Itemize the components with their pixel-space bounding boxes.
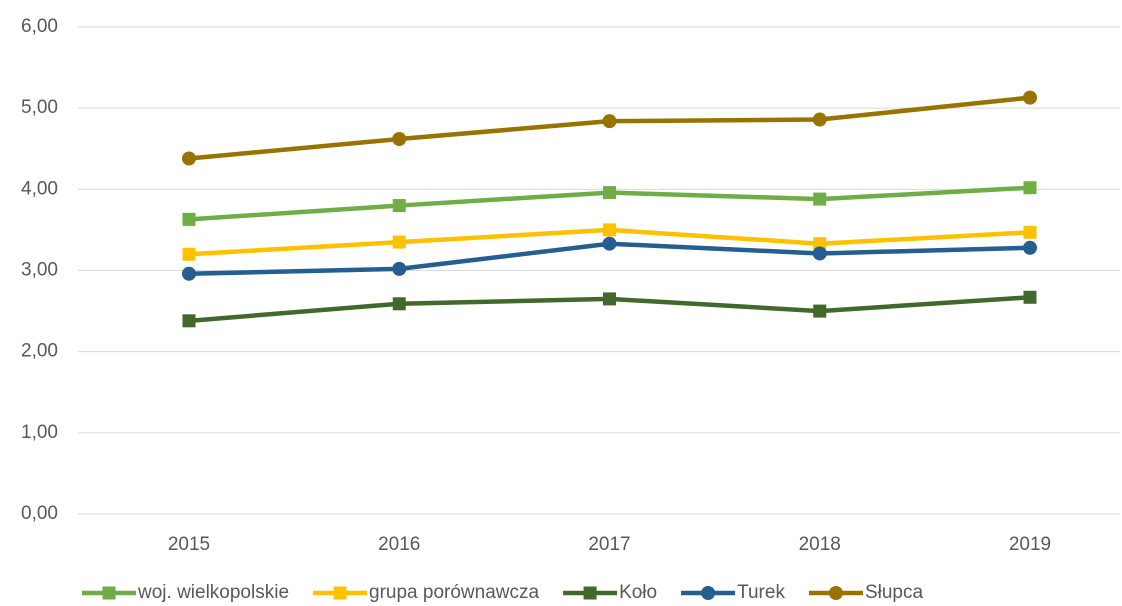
data-point (813, 237, 827, 251)
x-tick-label: 2017 (588, 534, 630, 555)
data-point (603, 223, 616, 237)
data-point (392, 261, 407, 276)
x-tick-label: 2018 (799, 534, 841, 555)
x-tick-label: 2015 (168, 534, 210, 555)
y-tick-label: 0,00 (21, 503, 58, 524)
y-tick-label: 2,00 (21, 341, 58, 362)
data-point (1023, 90, 1037, 105)
legend-label: woj. wielkopolskie (137, 582, 289, 603)
legend-label: Turek (737, 582, 785, 603)
legend-marker (828, 586, 843, 600)
legend-label: grupa porównawcza (369, 582, 539, 603)
data-point (1023, 225, 1037, 239)
data-point (1023, 290, 1037, 304)
legend-marker (701, 586, 716, 600)
data-point (182, 212, 196, 226)
data-point (602, 114, 617, 129)
legend-marker (583, 586, 597, 600)
data-point (603, 292, 616, 306)
data-point (182, 314, 196, 328)
legend-label: Słupca (865, 582, 924, 603)
y-tick-label: 6,00 (21, 16, 58, 37)
data-point (392, 132, 407, 147)
data-point (602, 236, 617, 251)
legend-marker (333, 586, 347, 600)
legend-label: Koło (619, 582, 657, 603)
data-point (812, 246, 827, 261)
x-tick-label: 2016 (378, 534, 420, 555)
data-point (1023, 240, 1037, 255)
data-point (1023, 181, 1037, 195)
data-point (392, 199, 406, 213)
data-point (182, 266, 196, 281)
data-point (813, 304, 827, 318)
x-tick-label: 2019 (1009, 534, 1051, 555)
data-point (392, 297, 406, 311)
data-point (603, 186, 616, 200)
data-point (812, 112, 827, 127)
y-tick-label: 1,00 (21, 422, 58, 443)
y-tick-label: 4,00 (21, 178, 58, 199)
data-point (813, 192, 827, 206)
y-tick-label: 5,00 (21, 97, 58, 118)
y-tick-label: 3,00 (21, 260, 58, 281)
legend-marker (102, 586, 116, 600)
data-point (182, 151, 196, 166)
data-point (182, 247, 196, 261)
data-point (392, 235, 406, 249)
